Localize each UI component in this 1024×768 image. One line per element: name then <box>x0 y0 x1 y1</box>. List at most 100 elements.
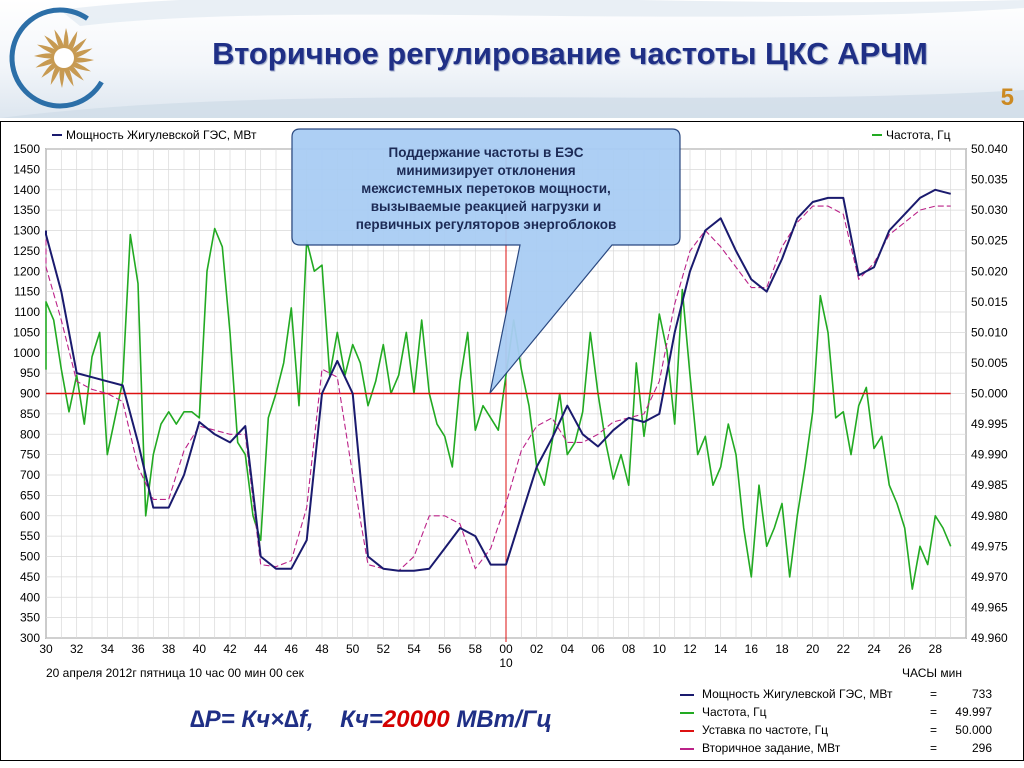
x-tick-label: 52 <box>377 642 391 656</box>
legend-value: 50.000 <box>955 723 992 737</box>
header-swoosh <box>0 0 1024 118</box>
x-tick-label: 20 <box>806 642 820 656</box>
formula-part1: ∆P= Кч×∆f, <box>190 706 314 733</box>
x-tick-label: 36 <box>131 642 145 656</box>
legend-name: Уставка по частоте, Гц <box>702 723 829 737</box>
x-tick-label: 30 <box>39 642 53 656</box>
callout-bubble <box>291 128 681 394</box>
y-left-tick-label: 550 <box>20 529 40 543</box>
y-left-tick-label: 1350 <box>13 203 40 217</box>
y-right-tick-label: 49.975 <box>971 539 1008 553</box>
callout-text: Поддержание частоты в ЕЭС минимизирует о… <box>296 144 676 234</box>
legend-equals: = <box>930 723 938 737</box>
y-right-tick-label: 49.995 <box>971 417 1008 431</box>
hour-label: 10 <box>499 656 513 670</box>
y-right-tick-label: 50.020 <box>971 264 1008 278</box>
x-tick-label: 14 <box>714 642 728 656</box>
y-right-tick-label: 49.970 <box>971 570 1008 584</box>
y-right-tick-label: 49.990 <box>971 448 1008 462</box>
formula-part2: Кч= <box>340 706 383 733</box>
chart-svg: 3003504004505005506006507007508008509009… <box>0 121 1024 761</box>
x-tick-label: 38 <box>162 642 176 656</box>
x-tick-label: 50 <box>346 642 360 656</box>
formula-unit: МВт/Гц <box>449 706 552 733</box>
y-left-tick-label: 1000 <box>13 346 40 360</box>
callout-line: минимизирует отклонения <box>396 163 576 178</box>
callout-line: Поддержание частоты в ЕЭС <box>388 145 584 160</box>
x-tick-label: 26 <box>898 642 912 656</box>
legend-value: 49.997 <box>955 705 992 719</box>
y-right-tick-label: 49.980 <box>971 509 1008 523</box>
y-right-tick-label: 50.025 <box>971 234 1008 248</box>
x-tick-label: 00 <box>499 642 513 656</box>
x-tick-label: 54 <box>407 642 421 656</box>
legend-equals: = <box>930 741 938 755</box>
y-right-tick-label: 50.010 <box>971 325 1008 339</box>
sun-logo-icon <box>9 7 111 109</box>
y-left-tick-label: 900 <box>20 387 40 401</box>
y-left-tick-label: 1300 <box>13 224 40 238</box>
y-left-tick-label: 1500 <box>13 142 40 156</box>
y-left-tick-label: 300 <box>20 631 40 645</box>
y-left-tick-label: 950 <box>20 366 40 380</box>
y-right-tick-label: 49.965 <box>971 600 1008 614</box>
x-tick-label: 40 <box>193 642 207 656</box>
y-right-axis-label: Частота, Гц <box>886 128 951 142</box>
series-secondary-task-line <box>45 205 951 572</box>
x-tick-label: 24 <box>867 642 881 656</box>
formula: ∆P= Кч×∆f, Кч=20000 МВт/Гц <box>190 706 552 734</box>
y-right-tick-label: 50.005 <box>971 356 1008 370</box>
x-tick-label: 16 <box>745 642 759 656</box>
x-unit-label: ЧАСЫ мин <box>902 666 962 680</box>
legend-name: Частота, Гц <box>702 705 767 719</box>
x-tick-label: 34 <box>101 642 115 656</box>
y-right-tick-label: 50.000 <box>971 387 1008 401</box>
x-tick-label: 44 <box>254 642 268 656</box>
y-left-tick-label: 500 <box>20 550 40 564</box>
y-left-tick-label: 1250 <box>13 244 40 258</box>
x-tick-label: 02 <box>530 642 544 656</box>
y-left-tick-label: 1100 <box>14 305 40 319</box>
legend-swatch <box>680 748 694 750</box>
y-left-tick-label: 1150 <box>14 285 40 299</box>
y-left-tick-label: 800 <box>20 427 40 441</box>
x-tick-label: 32 <box>70 642 84 656</box>
x-tick-label: 28 <box>929 642 943 656</box>
formula-value: 20000 <box>382 706 450 733</box>
y-left-tick-label: 1200 <box>13 264 40 278</box>
x-tick-label: 04 <box>561 642 575 656</box>
x-tick-label: 56 <box>438 642 452 656</box>
y-left-tick-label: 600 <box>20 509 40 523</box>
x-tick-label: 46 <box>285 642 299 656</box>
legend-name: Вторичное задание, МВт <box>702 741 841 755</box>
x-tick-label: 58 <box>469 642 483 656</box>
callout-line: вызываемые реакцией нагрузки и <box>370 199 602 214</box>
header: Вторичное регулирование частоты ЦКС АРЧМ… <box>0 0 1024 118</box>
x-tick-label: 48 <box>315 642 329 656</box>
callout-line: первичных регуляторов энергоблоков <box>355 217 617 232</box>
legend-value: 296 <box>971 741 992 755</box>
y-right-tick-label: 49.985 <box>971 478 1008 492</box>
legend: Мощность Жигулевской ГЭС, МВт = 733 Част… <box>668 684 1004 760</box>
y-left-tick-label: 850 <box>20 407 40 421</box>
page-title: Вторичное регулирование частоты ЦКС АРЧМ <box>212 36 928 71</box>
y-right-tick-label: 49.960 <box>971 631 1008 645</box>
legend-equals: = <box>930 705 938 719</box>
y-right-tick-label: 50.030 <box>971 203 1008 217</box>
series-frequency-line <box>45 227 952 590</box>
x-tick-label: 22 <box>837 642 851 656</box>
y-left-axis-label: Мощность Жигулевской ГЭС, МВт <box>66 128 257 142</box>
y-left-tick-label: 450 <box>20 570 40 584</box>
y-left-tick-label: 650 <box>20 488 40 502</box>
y-left-tick-label: 1050 <box>13 325 40 339</box>
legend-name: Мощность Жигулевской ГЭС, МВт <box>702 687 893 701</box>
legend-equals: = <box>930 687 938 701</box>
legend-row: Уставка по частоте, Гц = 50.000 <box>668 722 1004 740</box>
y-left-tick-label: 400 <box>20 590 40 604</box>
legend-swatch <box>680 694 694 696</box>
y-left-tick-label: 1400 <box>13 183 40 197</box>
x-tick-label: 42 <box>223 642 237 656</box>
legend-row: Вторичное задание, МВт = 296 <box>668 740 1004 758</box>
page-number: 5 <box>1000 84 1014 111</box>
chart: 300 350 400 450 500 550 600 650 700 750 800 850 900 9… <box>0 121 1024 761</box>
